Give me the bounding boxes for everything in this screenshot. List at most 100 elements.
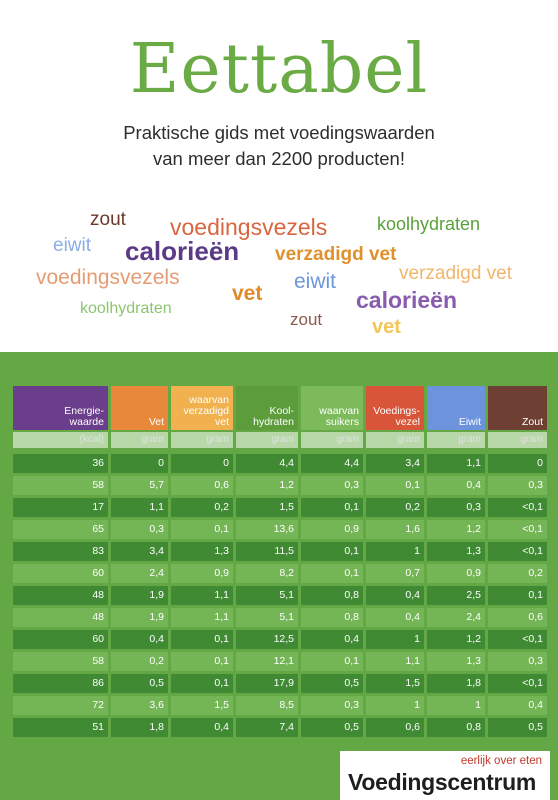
- table-cell: 1,2: [427, 520, 485, 539]
- header-energie: Energie- waarde: [13, 386, 108, 430]
- unit-koolhydraten: gram: [236, 432, 298, 448]
- unit-verzadigd-vet: gram: [171, 432, 233, 448]
- table-cell: 1,5: [236, 498, 298, 517]
- table-row: 36 0 0 4,4 4,4 3,4 1,1 0: [13, 454, 547, 473]
- table-cell: 0,2: [488, 564, 547, 583]
- table-cell: 0,8: [301, 608, 363, 627]
- table-cell: 0,8: [301, 586, 363, 605]
- table-cell: 0,1: [171, 652, 233, 671]
- header-eiwit: Eiwit: [427, 386, 485, 430]
- subtitle-line-2: van meer dan 2200 producten!: [153, 148, 405, 169]
- table-cell: 0,1: [171, 630, 233, 649]
- table-cell: <0,1: [488, 498, 547, 517]
- table-row: 48 1,9 1,1 5,1 0,8 0,4 2,5 0,1: [13, 586, 547, 605]
- table-cell: 0,5: [488, 718, 547, 737]
- table-cell: 0,1: [366, 476, 424, 495]
- table-cell: 5,7: [111, 476, 168, 495]
- table-cell: 0,7: [366, 564, 424, 583]
- table-cell: 1,3: [427, 542, 485, 561]
- table-cell: 51: [13, 718, 108, 737]
- table-cell: 8,2: [236, 564, 298, 583]
- table-cell: 0,4: [301, 630, 363, 649]
- table-cell: 58: [13, 476, 108, 495]
- cloud-word: verzadigd vet: [275, 244, 397, 265]
- table-cell: 2,4: [111, 564, 168, 583]
- table-cell: 3,6: [111, 696, 168, 715]
- cloud-word: vet: [232, 282, 263, 305]
- table-cell: 60: [13, 564, 108, 583]
- table-cell: 1,2: [427, 630, 485, 649]
- table-cell: 0,4: [111, 630, 168, 649]
- table-cell: 1,1: [366, 652, 424, 671]
- table-cell: 1,1: [427, 454, 485, 473]
- cloud-word: zout: [90, 209, 126, 230]
- table-cell: <0,1: [488, 520, 547, 539]
- table-row: 48 1,9 1,1 5,1 0,8 0,4 2,4 0,6: [13, 608, 547, 627]
- table-cell: 5,1: [236, 586, 298, 605]
- unit-voedingsvezel: gram: [366, 432, 424, 448]
- publisher-logo: eerlijk over eten Voedingscentrum: [340, 751, 550, 800]
- book-title: Eettabel: [129, 30, 429, 109]
- table-cell: <0,1: [488, 674, 547, 693]
- table-cell: 1: [366, 630, 424, 649]
- table-cell: 0: [488, 454, 547, 473]
- table-cell: 0,1: [488, 586, 547, 605]
- table-cell: 1: [427, 696, 485, 715]
- table-row: 72 3,6 1,5 8,5 0,3 1 1 0,4: [13, 696, 547, 715]
- table-cell: 0,3: [488, 476, 547, 495]
- table-cell: 3,4: [366, 454, 424, 473]
- table-cell: 0,3: [427, 498, 485, 517]
- table-cell: 1,6: [366, 520, 424, 539]
- table-cell: 0,3: [301, 476, 363, 495]
- table-cell: 0,9: [427, 564, 485, 583]
- table-cell: 0,6: [488, 608, 547, 627]
- table-cell: 0,1: [301, 498, 363, 517]
- table-cell: 0,9: [171, 564, 233, 583]
- table-cell: 86: [13, 674, 108, 693]
- table-cell: 1,8: [111, 718, 168, 737]
- unit-energie: (kcal): [13, 432, 108, 448]
- cloud-word: verzadigd vet: [399, 263, 513, 284]
- table-row: 17 1,1 0,2 1,5 0,1 0,2 0,3 <0,1: [13, 498, 547, 517]
- table-cell: 65: [13, 520, 108, 539]
- unit-suikers: gram: [301, 432, 363, 448]
- table-cell: 17,9: [236, 674, 298, 693]
- table-row: 65 0,3 0,1 13,6 0,9 1,6 1,2 <0,1: [13, 520, 547, 539]
- table-cell: 11,5: [236, 542, 298, 561]
- cloud-word: voedingsvezels: [170, 214, 328, 240]
- table-cell: 0,3: [111, 520, 168, 539]
- header-verzadigd-vet: waarvan verzadigd vet: [171, 386, 233, 430]
- header-voedingsvezel: Voedings- vezel: [366, 386, 424, 430]
- cloud-word: zout: [290, 310, 323, 329]
- table-cell: 0,6: [366, 718, 424, 737]
- table-cell: 1,5: [171, 696, 233, 715]
- table-cell: 0,3: [301, 696, 363, 715]
- header-koolhydraten: Kool- hydraten: [236, 386, 298, 430]
- header-suikers: waarvan suikers: [301, 386, 363, 430]
- table-row: 83 3,4 1,3 11,5 0,1 1 1,3 <0,1: [13, 542, 547, 561]
- cloud-word: koolhydraten: [80, 300, 172, 317]
- table-cell: 0,2: [366, 498, 424, 517]
- table-cell: 1: [366, 696, 424, 715]
- table-cell: 1,9: [111, 608, 168, 627]
- table-cell: 58: [13, 652, 108, 671]
- table-cell: 0,6: [171, 476, 233, 495]
- table-cell: 1,1: [171, 608, 233, 627]
- table-cell: 1,5: [366, 674, 424, 693]
- table-cell: 1,1: [171, 586, 233, 605]
- table-cell: 1,2: [236, 476, 298, 495]
- header-zout: Zout: [488, 386, 547, 430]
- table-cell: <0,1: [488, 630, 547, 649]
- table-cell: 0,1: [171, 674, 233, 693]
- publisher-tagline: eerlijk over eten: [460, 755, 542, 767]
- publisher-name: Voedingscentrum: [348, 769, 537, 795]
- unit-eiwit: gram: [427, 432, 485, 448]
- table-cell: 4,4: [236, 454, 298, 473]
- table-row: 58 5,7 0,6 1,2 0,3 0,1 0,4 0,3: [13, 476, 547, 495]
- table-cell: 0,3: [488, 652, 547, 671]
- table-cell: 2,4: [427, 608, 485, 627]
- cloud-word: voedingsvezels: [36, 266, 180, 289]
- table-cell: 8,5: [236, 696, 298, 715]
- cloud-word: eiwit: [294, 270, 337, 293]
- table-cell: 5,1: [236, 608, 298, 627]
